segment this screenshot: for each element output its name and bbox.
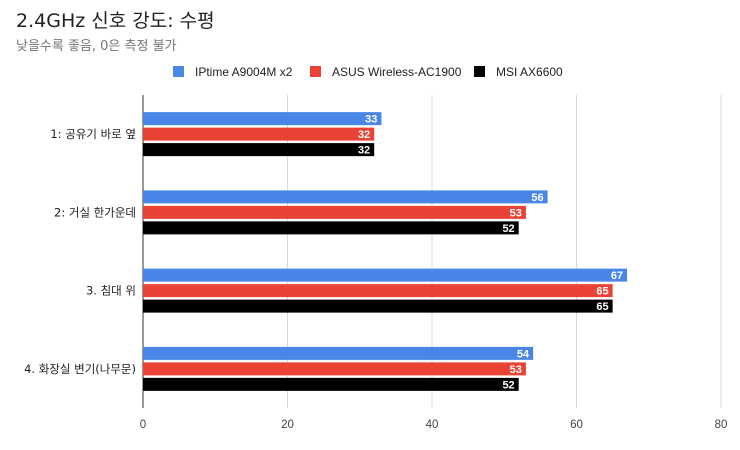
- bar-value-label: 32: [358, 129, 370, 141]
- bar: [143, 127, 375, 141]
- legend-swatch: [173, 66, 184, 77]
- bar-value-label: 53: [510, 364, 522, 376]
- bar-value-label: 32: [358, 145, 370, 157]
- category-label: 3. 침대 위: [86, 284, 136, 298]
- bar-value-label: 65: [596, 301, 608, 313]
- category-label: 2: 거실 한가운데: [54, 205, 136, 219]
- bar: [143, 284, 613, 298]
- x-tick-label: 20: [281, 419, 294, 431]
- bar: [143, 143, 375, 157]
- bar: [143, 268, 628, 282]
- bar-value-label: 52: [502, 223, 514, 235]
- bar: [143, 112, 382, 126]
- bar-value-label: 65: [596, 286, 608, 298]
- bar: [143, 299, 613, 313]
- chart-title: 2.4GHz 신호 강도: 수평: [16, 10, 215, 32]
- x-tick-label: 80: [715, 419, 728, 431]
- legend-label: MSI AX6600: [496, 65, 563, 79]
- legend-swatch: [310, 66, 321, 77]
- x-tick-label: 0: [140, 419, 146, 431]
- bar: [143, 190, 548, 204]
- chart-subtitle: 낮을수록 좋음, 0은 측정 불가: [16, 39, 177, 54]
- bar-value-label: 67: [611, 270, 623, 282]
- x-tick-label: 60: [570, 419, 583, 431]
- category-label: 4. 화장실 변기(나무문): [24, 362, 136, 376]
- bar: [143, 205, 526, 219]
- bar: [143, 362, 526, 376]
- bar-value-label: 53: [510, 207, 522, 219]
- legend-swatch: [474, 66, 485, 77]
- bar-value-label: 56: [531, 192, 543, 204]
- legend-label: IPtime A9004M x2: [195, 65, 293, 79]
- legend-label: ASUS Wireless-AC1900: [332, 65, 462, 79]
- bar: [143, 346, 534, 360]
- x-tick-label: 40: [426, 419, 439, 431]
- bar: [143, 377, 519, 391]
- bar: [143, 221, 519, 235]
- bar-value-label: 33: [365, 114, 377, 126]
- category-label: 1: 공유기 바로 옆: [50, 127, 136, 141]
- bar-value-label: 54: [517, 348, 530, 360]
- bar-value-label: 52: [502, 379, 514, 391]
